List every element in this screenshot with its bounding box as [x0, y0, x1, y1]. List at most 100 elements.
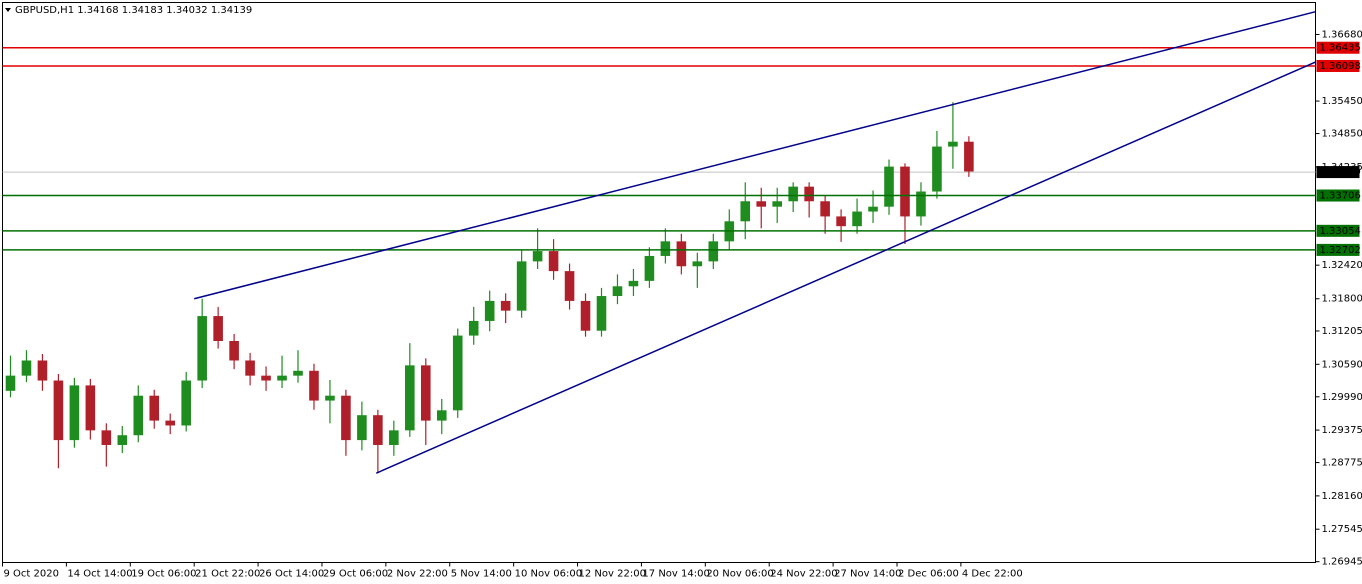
candle-body	[884, 166, 894, 207]
candle-body	[452, 335, 463, 411]
candle-body	[37, 360, 48, 381]
candle-body	[309, 370, 319, 401]
candle-body	[101, 430, 112, 445]
chart-title: GBPUSD,H1 1.34168 1.34183 1.34032 1.3413…	[15, 5, 252, 16]
candle-body	[181, 380, 191, 426]
price-label: 1.33706	[1320, 191, 1361, 202]
x-tick-label: 19 Oct 06:00	[131, 569, 196, 580]
x-tick-label: 9 Oct 2020	[4, 569, 59, 580]
candle-body	[628, 280, 639, 287]
candle-body	[692, 261, 703, 267]
y-tick-label: 1.32420	[1322, 260, 1362, 271]
candle-body	[964, 141, 974, 172]
candle-body	[564, 271, 575, 301]
price-label-box	[1316, 224, 1360, 237]
candle-body	[900, 166, 910, 217]
candle-body	[229, 340, 239, 361]
candle-body	[932, 146, 942, 192]
price-label: 1.32702	[1320, 245, 1361, 256]
candle-body	[117, 435, 128, 445]
x-tick-label: 12 Nov 22:00	[579, 569, 646, 580]
candle-body	[516, 261, 527, 311]
candle-body	[804, 186, 814, 202]
x-tick-label: 4 Dec 22:00	[962, 569, 1023, 580]
price-label-box	[1316, 59, 1360, 72]
candle-body	[788, 186, 798, 202]
candle-body	[852, 211, 862, 227]
candle-body	[53, 380, 64, 441]
candle-body	[532, 251, 543, 262]
y-tick-label: 1.29990	[1322, 392, 1362, 403]
x-tick-label: 14 Oct 14:00	[67, 569, 132, 580]
price-label-box	[1316, 166, 1360, 179]
candle-body	[261, 375, 271, 381]
x-tick-label: 26 Oct 14:00	[259, 569, 324, 580]
menu-triangle[interactable]	[5, 8, 11, 12]
candle-body	[133, 395, 144, 436]
candle-body	[676, 241, 687, 267]
price-label: 1.34139	[1320, 167, 1361, 178]
price-label-box	[1316, 243, 1360, 256]
candle-body	[868, 206, 878, 212]
candle-body	[948, 141, 958, 147]
candle-body	[756, 201, 767, 207]
candle-body	[500, 300, 511, 311]
candle-body	[389, 430, 399, 445]
candle-body	[245, 360, 255, 376]
candle-body	[420, 365, 431, 421]
price-label: 1.36435	[1320, 43, 1361, 54]
candle-body	[21, 360, 32, 376]
candle-body	[5, 375, 16, 391]
y-tick-label: 1.35450	[1322, 96, 1362, 107]
candle-body	[293, 370, 303, 376]
candle-body	[373, 415, 383, 445]
x-tick-label: 17 Nov 14:00	[642, 569, 709, 580]
candle-body	[484, 300, 495, 321]
candle-body	[740, 201, 751, 222]
candle-body	[357, 415, 367, 441]
candle-body	[916, 191, 926, 217]
candle-body	[708, 241, 719, 262]
trendline	[375, 61, 1316, 474]
candle-body	[436, 410, 447, 421]
x-tick-label: 21 Oct 22:00	[195, 569, 260, 580]
candle-body	[277, 375, 287, 381]
y-tick-label: 1.34850	[1322, 129, 1362, 140]
y-tick-label: 1.31205	[1322, 326, 1362, 337]
candle-body	[612, 286, 623, 297]
candle-body	[341, 395, 351, 441]
price-label-box	[1316, 189, 1360, 202]
candle-body	[405, 365, 415, 431]
trendline	[193, 10, 1316, 300]
price-label-box	[1316, 41, 1360, 54]
price-label: 1.33054	[1320, 226, 1361, 237]
candle-body	[468, 320, 479, 336]
candle-body	[596, 296, 607, 331]
candle-body	[836, 216, 846, 227]
price-label: 1.36098	[1320, 61, 1361, 72]
candle-body	[548, 251, 559, 272]
candle-body	[772, 201, 782, 207]
x-tick-label: 20 Nov 06:00	[706, 569, 773, 580]
x-tick-label: 5 Nov 14:00	[451, 569, 512, 580]
plot-frame	[2, 2, 1316, 563]
candle-body	[325, 395, 335, 401]
candle-body	[580, 300, 591, 331]
candle-body	[149, 395, 160, 421]
candle-body	[660, 241, 671, 256]
candle-body	[69, 385, 80, 441]
candle-body	[85, 385, 96, 431]
y-tick-label: 1.29375	[1322, 425, 1362, 436]
x-tick-label: 10 Nov 06:00	[515, 569, 582, 580]
x-tick-label: 2 Dec 06:00	[898, 569, 959, 580]
y-tick-label: 1.36680	[1322, 29, 1362, 40]
y-tick-label: 1.28160	[1322, 491, 1362, 502]
x-tick-label: 2 Nov 22:00	[387, 569, 448, 580]
y-tick-label: 1.31800	[1322, 294, 1362, 305]
x-tick-label: 27 Nov 14:00	[834, 569, 901, 580]
x-tick-label: 29 Oct 06:00	[323, 569, 388, 580]
y-tick-label: 1.30590	[1322, 359, 1362, 370]
y-tick-label: 1.27545	[1322, 524, 1362, 535]
candle-body	[165, 420, 176, 426]
